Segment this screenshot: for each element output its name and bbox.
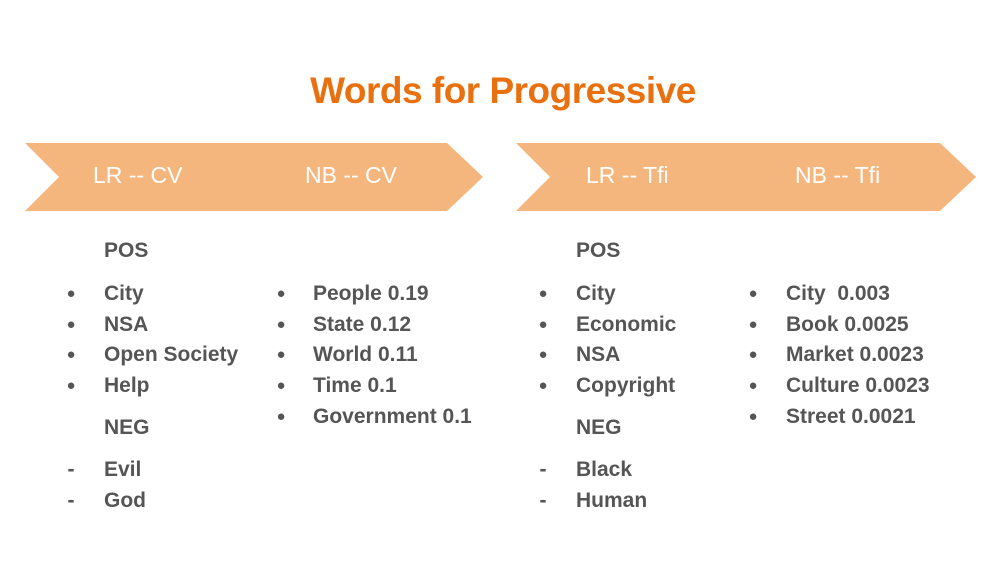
bullet-icon: ●: [66, 285, 76, 302]
neg-header: NEG: [576, 416, 622, 439]
bullet-icon: ●: [538, 316, 548, 333]
pos-header: POS: [104, 239, 149, 262]
bullet-icon: ●: [748, 377, 758, 394]
banner-label-nb-tfi: NB -- Tfi: [795, 162, 881, 188]
bullet-icon: ●: [748, 408, 758, 425]
bullet-icon: ●: [66, 346, 76, 363]
pos-header: POS: [576, 239, 621, 262]
dash-icon: -: [539, 489, 547, 512]
bullet-icon: ●: [276, 377, 286, 394]
chevron-shape: [25, 143, 483, 211]
page-title: Words for Progressive: [310, 70, 696, 111]
neg-header: NEG: [104, 416, 150, 439]
bullet-icon: ●: [748, 285, 758, 302]
banner-tfi: LR -- Tfi NB -- Tfi: [516, 143, 978, 211]
bullet-icon: ●: [276, 316, 286, 333]
dash-icon: -: [67, 458, 75, 481]
bullet-icon: ●: [66, 316, 76, 333]
bullet-icon: ●: [276, 285, 286, 302]
bullet-icon: ●: [748, 316, 758, 333]
banner-label-nb-cv: NB -- CV: [305, 162, 397, 188]
banner-label-lr-tfi: LR -- Tfi: [586, 162, 669, 188]
bullet-icon: ●: [538, 377, 548, 394]
chevron-shape: [516, 143, 976, 211]
banner-cv: LR -- CV NB -- CV: [25, 143, 485, 211]
bullet-icon: ●: [538, 346, 548, 363]
bullet-icon: ●: [66, 377, 76, 394]
dash-icon: -: [539, 458, 547, 481]
bullet-icon: ●: [538, 285, 548, 302]
banner-label-lr-cv: LR -- CV: [93, 162, 183, 188]
dash-icon: -: [67, 489, 75, 512]
bullet-icon: ●: [276, 408, 286, 425]
bullet-icon: ●: [748, 346, 758, 363]
bullet-icon: ●: [276, 346, 286, 363]
